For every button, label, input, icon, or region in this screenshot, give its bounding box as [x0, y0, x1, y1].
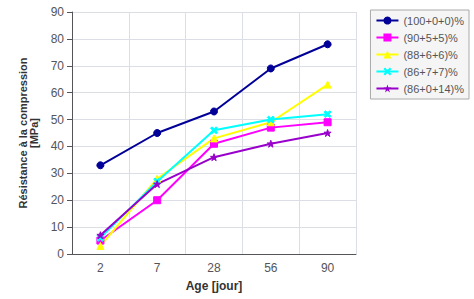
- svg-text:28: 28: [207, 261, 221, 275]
- svg-text:50: 50: [51, 113, 65, 127]
- svg-text:2: 2: [97, 261, 104, 275]
- svg-text:90: 90: [321, 261, 335, 275]
- svg-text:7: 7: [154, 261, 161, 275]
- svg-text:(86+0+14)%: (86+0+14)%: [403, 83, 464, 95]
- svg-text:(90+5+5)%: (90+5+5)%: [403, 32, 458, 44]
- svg-text:10: 10: [51, 220, 65, 234]
- svg-text:30: 30: [51, 166, 65, 180]
- svg-text:(100+0+0)%: (100+0+0)%: [403, 15, 464, 27]
- svg-text:(88+6+6)%: (88+6+6)%: [403, 49, 458, 61]
- svg-text:0: 0: [57, 247, 64, 261]
- svg-text:Résistance à la compression: Résistance à la compression: [17, 57, 30, 209]
- svg-text:Age [jour]: Age [jour]: [186, 279, 243, 293]
- svg-text:20: 20: [51, 193, 65, 207]
- svg-text:(86+7+7)%: (86+7+7)%: [403, 66, 458, 78]
- svg-text:80: 80: [51, 32, 65, 46]
- svg-text:90: 90: [51, 5, 65, 19]
- svg-text:60: 60: [51, 86, 65, 100]
- svg-text:40: 40: [51, 139, 65, 153]
- svg-text:[MPa]: [MPa]: [28, 118, 40, 148]
- svg-text:70: 70: [51, 59, 65, 73]
- svg-text:56: 56: [264, 261, 278, 275]
